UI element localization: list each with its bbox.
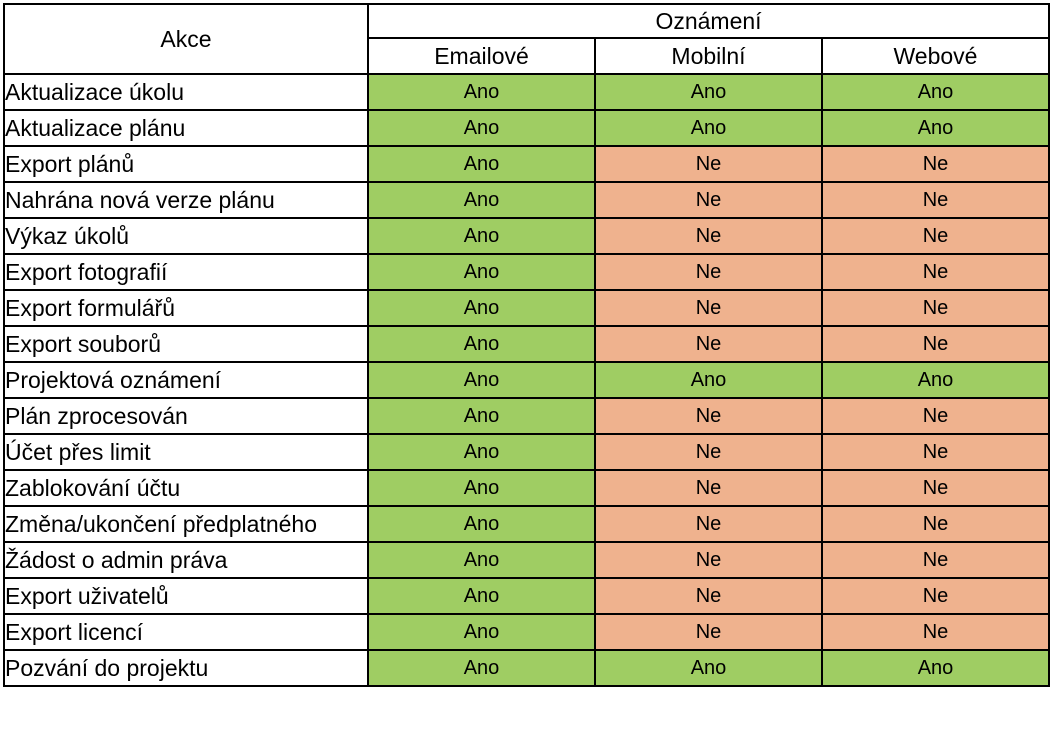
- notifications-table: Akce Oznámení Emailové Mobilní Webové Ak…: [3, 3, 1050, 687]
- action-cell: Plán zprocesován: [3, 397, 369, 435]
- action-cell: Pozvání do projektu: [3, 649, 369, 687]
- value-cell: Ne: [594, 469, 823, 507]
- table-row: Export plánů Ano Ne Ne: [3, 145, 1050, 183]
- table-row: Aktualizace plánu Ano Ano Ano: [3, 109, 1050, 147]
- table-row: Účet přes limit Ano Ne Ne: [3, 433, 1050, 471]
- value-cell: Ne: [594, 253, 823, 291]
- value-cell: Ne: [821, 325, 1050, 363]
- table-row: Nahrána nová verze plánu Ano Ne Ne: [3, 181, 1050, 219]
- value-cell: Ne: [594, 289, 823, 327]
- value-cell: Ne: [821, 433, 1050, 471]
- action-cell: Export souborů: [3, 325, 369, 363]
- value-cell: Ne: [821, 253, 1050, 291]
- action-cell: Žádost o admin práva: [3, 541, 369, 579]
- value-cell: Ne: [594, 325, 823, 363]
- value-cell: Ne: [821, 397, 1050, 435]
- action-cell: Aktualizace úkolu: [3, 73, 369, 111]
- action-cell: Export plánů: [3, 145, 369, 183]
- value-cell: Ne: [821, 505, 1050, 543]
- value-cell: Ne: [821, 289, 1050, 327]
- action-cell: Projektová oznámení: [3, 361, 369, 399]
- value-cell: Ne: [594, 613, 823, 651]
- value-cell: Ano: [367, 541, 596, 579]
- table-row: Export formulářů Ano Ne Ne: [3, 289, 1050, 327]
- value-cell: Ne: [821, 613, 1050, 651]
- value-cell: Ne: [821, 217, 1050, 255]
- table-row: Export fotografií Ano Ne Ne: [3, 253, 1050, 291]
- value-cell: Ano: [594, 361, 823, 399]
- value-cell: Ano: [367, 289, 596, 327]
- value-cell: Ano: [367, 361, 596, 399]
- header-akce: Akce: [3, 3, 369, 75]
- header-row-columns: Emailové Mobilní Webové: [4, 37, 1050, 75]
- table-row: Export souborů Ano Ne Ne: [3, 325, 1050, 363]
- table-row: Plán zprocesován Ano Ne Ne: [3, 397, 1050, 435]
- table-row: Aktualizace úkolu Ano Ano Ano: [3, 73, 1050, 111]
- value-cell: Ne: [594, 145, 823, 183]
- action-cell: Zablokování účtu: [3, 469, 369, 507]
- header-row-group: Akce Oznámení: [3, 3, 1050, 75]
- action-cell: Změna/ukončení předplatného: [3, 505, 369, 543]
- header-group-oznameni: Oznámení: [367, 3, 1050, 39]
- table-header: Akce Oznámení Emailové Mobilní Webové: [3, 3, 1050, 75]
- value-cell: Ano: [367, 433, 596, 471]
- value-cell: Ano: [821, 109, 1050, 147]
- action-cell: Nahrána nová verze plánu: [3, 181, 369, 219]
- value-cell: Ano: [367, 613, 596, 651]
- value-cell: Ano: [367, 397, 596, 435]
- value-cell: Ne: [594, 397, 823, 435]
- value-cell: Ne: [821, 145, 1050, 183]
- value-cell: Ne: [594, 541, 823, 579]
- table-row: Pozvání do projektu Ano Ano Ano: [3, 649, 1050, 687]
- table-row: Žádost o admin práva Ano Ne Ne: [3, 541, 1050, 579]
- action-cell: Export uživatelů: [3, 577, 369, 615]
- table-row: Projektová oznámení Ano Ano Ano: [3, 361, 1050, 399]
- value-cell: Ano: [367, 469, 596, 507]
- value-cell: Ano: [367, 109, 596, 147]
- value-cell: Ano: [367, 577, 596, 615]
- value-cell: Ano: [367, 217, 596, 255]
- action-cell: Výkaz úkolů: [3, 217, 369, 255]
- value-cell: Ano: [367, 505, 596, 543]
- action-cell: Export fotografií: [3, 253, 369, 291]
- action-cell: Účet přes limit: [3, 433, 369, 471]
- value-cell: Ano: [594, 649, 823, 687]
- header-col-emailove: Emailové: [367, 37, 596, 75]
- header-col-webove: Webové: [821, 37, 1050, 75]
- table-row: Změna/ukončení předplatného Ano Ne Ne: [3, 505, 1050, 543]
- header-col-mobilni: Mobilní: [594, 37, 823, 75]
- action-cell: Aktualizace plánu: [3, 109, 369, 147]
- value-cell: Ano: [594, 109, 823, 147]
- value-cell: Ano: [367, 253, 596, 291]
- value-cell: Ano: [367, 325, 596, 363]
- value-cell: Ne: [594, 505, 823, 543]
- action-cell: Export formulářů: [3, 289, 369, 327]
- value-cell: Ne: [821, 541, 1050, 579]
- value-cell: Ne: [821, 577, 1050, 615]
- value-cell: Ano: [594, 73, 823, 111]
- action-cell: Export licencí: [3, 613, 369, 651]
- value-cell: Ano: [367, 73, 596, 111]
- table-row: Export licencí Ano Ne Ne: [3, 613, 1050, 651]
- value-cell: Ne: [594, 217, 823, 255]
- value-cell: Ne: [594, 433, 823, 471]
- value-cell: Ano: [821, 73, 1050, 111]
- value-cell: Ano: [367, 649, 596, 687]
- value-cell: Ano: [821, 649, 1050, 687]
- value-cell: Ano: [367, 181, 596, 219]
- value-cell: Ne: [594, 577, 823, 615]
- table-row: Export uživatelů Ano Ne Ne: [3, 577, 1050, 615]
- table-row: Zablokování účtu Ano Ne Ne: [3, 469, 1050, 507]
- value-cell: Ne: [594, 181, 823, 219]
- value-cell: Ne: [821, 469, 1050, 507]
- table-body: Aktualizace úkolu Ano Ano Ano Aktualizace pl…: [3, 73, 1050, 687]
- value-cell: Ano: [821, 361, 1050, 399]
- value-cell: Ano: [367, 145, 596, 183]
- value-cell: Ne: [821, 181, 1050, 219]
- table-row: Výkaz úkolů Ano Ne Ne: [3, 217, 1050, 255]
